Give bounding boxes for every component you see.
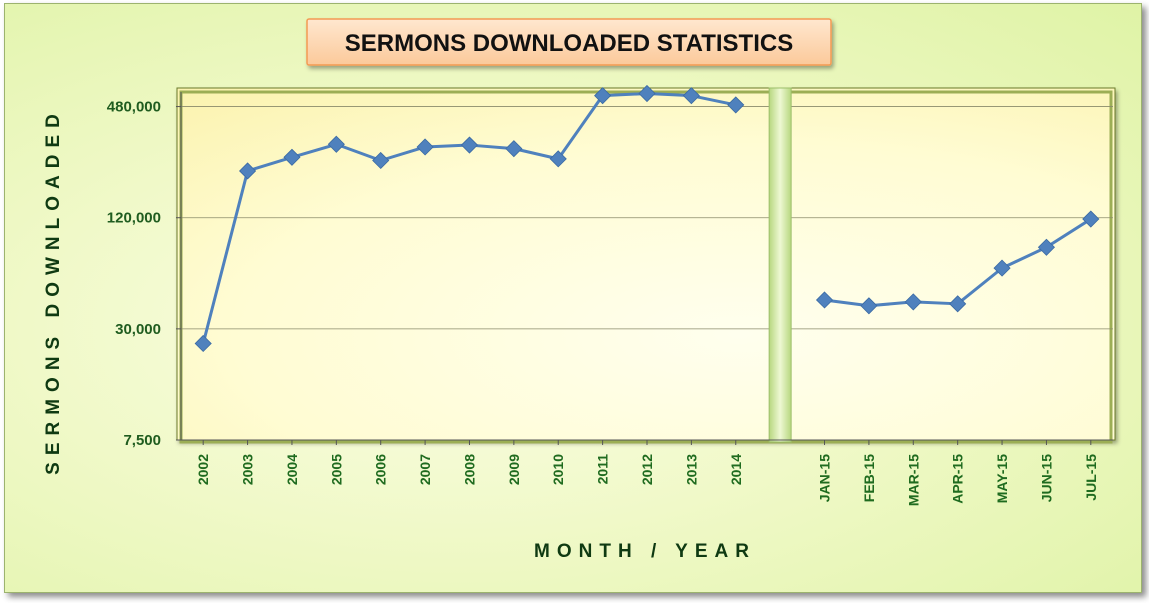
years-series-marker	[594, 87, 612, 105]
months-series-marker	[815, 291, 834, 309]
chart-title-box: SERMONS DOWNLOADED STATISTICS	[306, 18, 832, 66]
x-tick-label: JAN-15	[817, 454, 833, 502]
x-axis-title: MONTH / YEAR	[534, 541, 756, 562]
years-series-marker	[505, 140, 523, 158]
years-series-marker	[327, 135, 345, 153]
x-tick-label: 2011	[595, 454, 611, 485]
y-tick-label: 30,000	[115, 321, 161, 338]
axes	[177, 92, 1113, 441]
months-series-marker	[993, 259, 1011, 277]
x-tick-label: JUL-15	[1083, 454, 1099, 501]
x-tick-label: 2005	[328, 454, 344, 485]
y-tick-label: 120,000	[107, 210, 161, 227]
years-series-marker	[194, 334, 212, 353]
x-tick-label: 2006	[373, 454, 389, 485]
y-tick-label: 7,500	[123, 432, 161, 449]
x-tick-label: 2002	[195, 454, 211, 485]
months-series-marker	[1037, 238, 1055, 256]
years-series-marker	[372, 151, 390, 170]
chart-frame: SERMONS DOWNLOADED STATISTICS 7,500 30,00…	[4, 3, 1142, 593]
y-tick-label: 480,000	[107, 99, 161, 116]
separator-bar	[768, 87, 792, 443]
x-tick-label: FEB-15	[861, 454, 877, 502]
chart-svg: SERMONS DOWNLOADED STATISTICS 7,500 30,00…	[43, 18, 1116, 562]
x-tick-label: MAY-15	[994, 454, 1010, 504]
months-series-marker	[949, 295, 967, 313]
gridlines	[181, 106, 1113, 330]
months-series-marker	[860, 297, 878, 315]
x-tick-label: 2007	[417, 454, 433, 485]
y-axis-title: SERMONS DOWNLOADED	[43, 107, 64, 475]
y-tick-labels: 7,500 30,000 120,000 480,000	[107, 99, 181, 449]
x-tick-label: MAR-15	[905, 454, 921, 506]
years-series-marker	[549, 150, 567, 168]
x-tick-label: APR-15	[950, 454, 966, 504]
months-series-marker	[904, 293, 922, 311]
months-series-marker	[1082, 210, 1100, 228]
series-markers	[194, 84, 1100, 353]
x-tick-label: 2004	[284, 454, 300, 485]
years-series-marker	[727, 96, 745, 114]
chart-title: SERMONS DOWNLOADED STATISTICS	[345, 30, 793, 57]
years-series-marker	[638, 84, 656, 103]
years-series-marker	[682, 87, 700, 105]
x-tick-label: 2010	[550, 454, 566, 485]
x-tick-label: 2012	[639, 454, 655, 485]
x-tick-label: 2014	[728, 454, 744, 485]
x-tick-label: 2003	[240, 454, 256, 485]
plot-area	[176, 87, 1116, 444]
years-series-marker	[239, 162, 257, 180]
x-tick-label: JUN-15	[1038, 454, 1054, 502]
x-tick-label: 2009	[506, 454, 522, 485]
x-tick-labels: 2002 2003 2004 2005 2006 2007 2008 2009 2010 2011…	[195, 440, 1099, 506]
years-series-marker	[460, 136, 479, 154]
years-series-marker	[416, 138, 434, 156]
years-series-marker	[283, 148, 301, 166]
x-tick-label: 2008	[461, 454, 477, 485]
x-tick-label: 2013	[683, 454, 699, 485]
segment-separator	[768, 87, 792, 443]
